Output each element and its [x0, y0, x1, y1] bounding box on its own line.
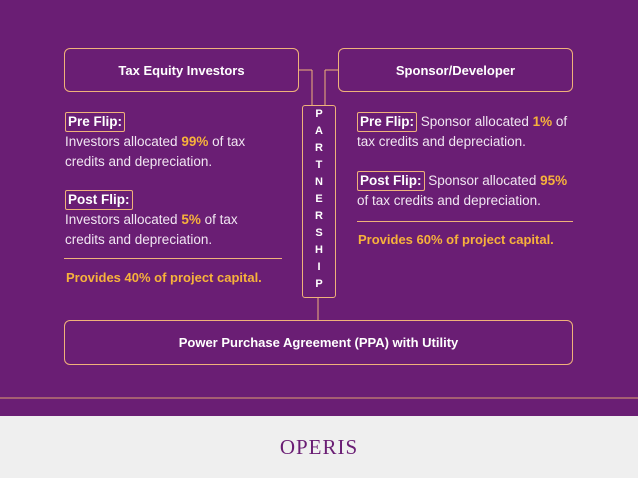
label: Pre Flip:	[357, 112, 418, 132]
connectors	[0, 69, 638, 399]
highlight: 95%	[540, 173, 568, 188]
label: Pre Flip:	[65, 112, 126, 132]
text: Sponsor allocated	[424, 173, 541, 188]
left-post: Post Flip: Investors allocated 5% of tax…	[65, 190, 265, 250]
left-capital: Provides 40% of project capital.	[66, 270, 262, 285]
partnership: PARTNERSHIP	[313, 108, 325, 295]
highlight: 99%	[181, 134, 209, 149]
text: of tax credits and depreciation.	[65, 134, 246, 169]
left-title: Tax Equity Investors	[64, 48, 299, 92]
right-capital: Provides 60% of project capital.	[358, 232, 554, 247]
right-title: Sponsor/Developer	[338, 48, 573, 92]
partnership-box: PARTNERSHIP	[302, 105, 336, 298]
footer: OPERIS	[0, 416, 638, 478]
text: of tax credits and depreciation.	[357, 114, 568, 149]
highlight: 1%	[532, 114, 553, 129]
text: Investors allocated	[65, 212, 182, 227]
text: Sponsor allocated	[417, 114, 533, 129]
separator	[64, 258, 282, 259]
separator	[357, 221, 573, 222]
text: of tax credits and depreciation.	[65, 212, 238, 247]
right-post: Post Flip: Sponsor allocated 95% of tax …	[357, 171, 572, 211]
text: of tax credits and depreciation.	[357, 193, 541, 208]
label: Post Flip:	[357, 171, 425, 191]
logo: OPERIS	[279, 434, 359, 459]
label: Post Flip:	[65, 190, 133, 210]
text: Investors allocated	[65, 134, 182, 149]
right-pre: Pre Flip: Sponsor allocated 1% of tax cr…	[357, 112, 572, 152]
bottom-box: Power Purchase Agreement (PPA) with Util…	[64, 320, 573, 365]
highlight: 5%	[181, 212, 201, 227]
left-pre: Pre Flip: Investors allocated 99% of tax…	[65, 112, 265, 172]
